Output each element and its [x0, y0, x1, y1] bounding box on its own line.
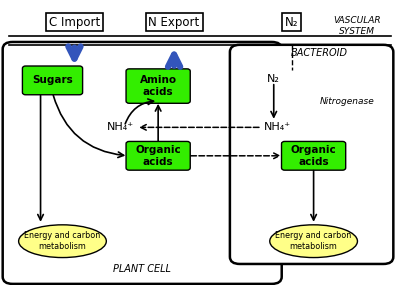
FancyBboxPatch shape — [126, 142, 190, 170]
Text: C Import: C Import — [49, 15, 100, 29]
Text: Organic
acids: Organic acids — [135, 145, 181, 167]
FancyBboxPatch shape — [22, 66, 83, 95]
Ellipse shape — [270, 225, 358, 258]
Text: Energy and carbon
metabolism: Energy and carbon metabolism — [24, 231, 101, 251]
Text: Sugars: Sugars — [32, 76, 73, 86]
Text: Organic
acids: Organic acids — [291, 145, 336, 167]
FancyBboxPatch shape — [126, 69, 190, 103]
FancyBboxPatch shape — [3, 42, 282, 284]
Text: VASCULAR
SYSTEM: VASCULAR SYSTEM — [334, 16, 381, 36]
Ellipse shape — [19, 225, 106, 258]
Text: NH₄⁺: NH₄⁺ — [264, 122, 291, 132]
Text: N₂: N₂ — [267, 74, 280, 84]
Text: N₂: N₂ — [285, 15, 298, 29]
FancyBboxPatch shape — [230, 45, 393, 264]
Text: Amino
acids: Amino acids — [140, 75, 177, 97]
Text: NH₄⁺: NH₄⁺ — [107, 122, 134, 132]
FancyBboxPatch shape — [282, 142, 346, 170]
Text: Nitrogenase: Nitrogenase — [320, 97, 374, 106]
Text: BACTEROID: BACTEROID — [291, 47, 348, 57]
Text: PLANT CELL: PLANT CELL — [113, 265, 171, 275]
Text: Energy and carbon
metabolism: Energy and carbon metabolism — [276, 231, 352, 251]
Text: N Export: N Export — [148, 15, 200, 29]
